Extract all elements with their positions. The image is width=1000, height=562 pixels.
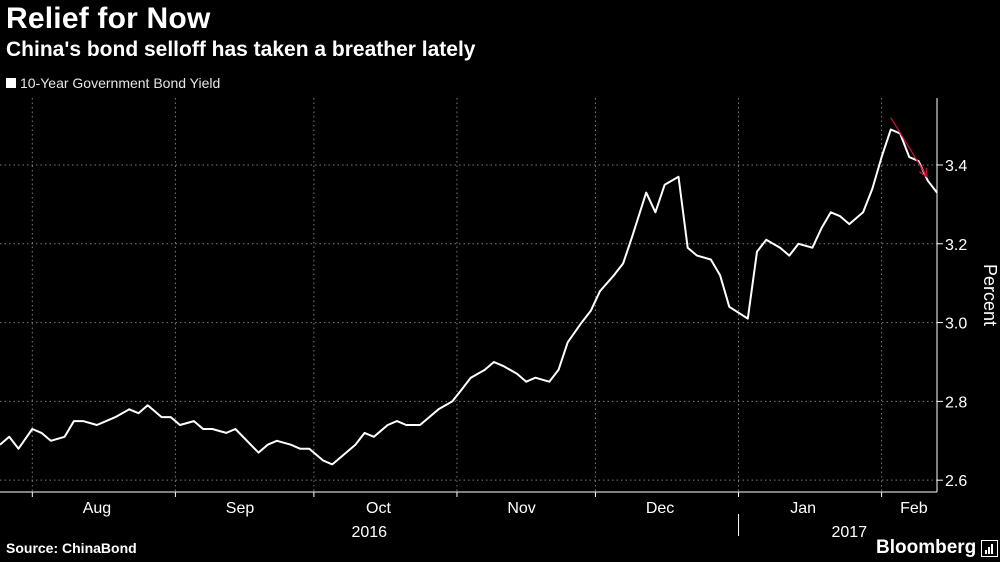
x-tick-label: Nov	[507, 500, 535, 517]
trend-arrow	[890, 117, 928, 178]
series-line	[0, 128, 938, 466]
legend-swatch-icon	[6, 78, 16, 88]
trend-arrow-head	[919, 167, 928, 179]
x-tick-label: Jan	[790, 500, 816, 517]
y-axis-label: Percent	[980, 264, 1000, 326]
legend: 10-Year Government Bond Yield	[6, 75, 220, 91]
brand-logo: Bloomberg	[876, 537, 999, 559]
x-tick-label: Oct	[366, 500, 391, 517]
x-year-label: 2017	[832, 524, 868, 541]
chart-subtitle: China's bond selloff has taken a breathe…	[6, 38, 476, 61]
y-tick-label: 3.4	[945, 158, 967, 175]
x-year-label: 2016	[351, 524, 387, 541]
chart-title: Relief for Now	[6, 2, 211, 35]
legend-label: 10-Year Government Bond Yield	[20, 75, 221, 91]
brand-name: Bloomberg	[876, 537, 977, 558]
y-tick-label: 2.8	[945, 394, 967, 411]
y-tick-label: 3.0	[945, 316, 967, 333]
x-tick-label: Sep	[226, 500, 255, 517]
x-tick-label: Aug	[83, 500, 111, 517]
x-tick-label: Dec	[646, 500, 674, 517]
x-tick-label: Feb	[900, 500, 928, 517]
y-tick-label: 3.2	[945, 237, 967, 254]
y-tick-label: 2.6	[945, 473, 967, 490]
source-note: Source: ChinaBond	[6, 540, 137, 556]
bar-chart-icon	[981, 539, 999, 557]
